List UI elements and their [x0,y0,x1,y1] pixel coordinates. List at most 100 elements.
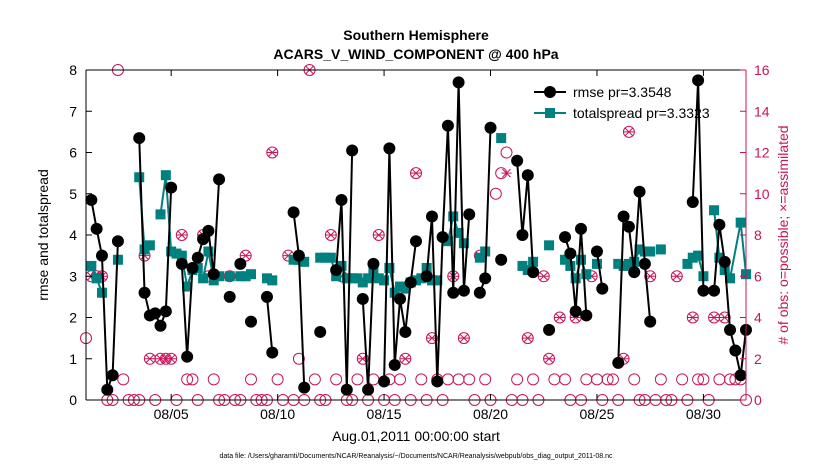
obs-possible-marker [644,270,657,283]
obs-possible-marker [601,373,614,386]
totalspread-point [91,273,102,284]
obs-possible-marker [410,167,422,180]
totalspread-point [331,271,342,282]
y-tick-label: 4 [69,227,77,243]
rmse-point [420,270,433,283]
data-file-footnote: data file: /Users/gharamti/Documents/NCA… [219,453,613,460]
series-line [335,150,354,390]
y-tick-label-right: 12 [754,145,770,161]
obs-possible-marker [292,352,305,365]
totalspread-point [134,172,145,183]
rmse-point [479,272,492,285]
rmse-point [245,315,257,328]
y-tick-label: 2 [69,310,77,326]
totalspread-point [496,133,507,144]
obs-possible-marker [622,125,635,138]
rmse-point [734,369,747,382]
rmse-point [181,350,194,363]
totalspread-point [299,256,310,267]
obs-assimilated-marker [671,271,683,281]
totalspread-point [474,252,485,263]
totalspread-point [352,273,363,284]
x-tick-label: 08/15 [367,406,402,422]
y-tick-label: 5 [69,186,77,202]
totalspread-point [576,254,586,265]
rmse-point [111,235,124,248]
rmse-point [516,229,529,241]
rmse-point [628,266,641,279]
rmse-point [724,323,737,336]
rmse-point [133,132,146,145]
rmse-point [441,119,454,132]
totalspread-point [400,283,411,294]
totalspread-point [735,217,746,228]
rmse-point [287,206,300,219]
obs-possible-marker [457,332,470,345]
totalspread-point [155,209,166,220]
obs-possible-marker [175,229,188,241]
chart-title-line-1: Southern Hemisphere [343,27,489,43]
obs-possible-marker [308,373,321,386]
obs-assimilated-marker [687,313,698,322]
totalspread-point [432,275,443,286]
totalspread-point [336,260,347,271]
series-line [265,296,274,353]
totalspread-point [687,252,698,263]
legend-rmse-label: rmse pr=3.3548 [573,84,672,100]
obs-possible-marker [511,373,524,386]
totalspread-point [453,227,464,238]
totalspread-point [224,271,235,282]
totalspread-point [235,271,246,282]
obs-possible-marker [372,229,385,241]
series-line [180,179,221,357]
rmse-point [149,307,162,320]
rmse-point [590,245,603,258]
totalspread-point [544,240,555,251]
rmse-point [202,224,215,237]
rmse-point [527,266,540,279]
obs-possible-marker [628,373,641,386]
y-tick-label: 8 [69,62,77,78]
rmse-point [399,325,412,338]
totalspread-point [623,258,634,269]
rmse-point [292,249,305,262]
rmse-point [447,286,460,299]
totalspread-point [373,273,384,284]
totalspread-point [288,254,299,265]
rmse-point [106,369,119,382]
totalspread-point [458,238,469,249]
totalspread-point [166,246,177,257]
totalspread-point [261,273,272,284]
y-axis-label: rmse and totalspread [35,169,51,301]
rmse-point [692,74,705,87]
obs-possible-marker [356,352,369,365]
rmse-point [569,305,582,318]
totalspread-point [581,269,592,280]
rmse-point [175,257,188,270]
totalspread-point [613,258,624,269]
rmse-point [223,290,236,303]
totalspread-point [341,273,352,284]
totalspread-point [325,252,336,263]
obs-possible-marker [697,373,710,386]
x-tick-label: 08/25 [579,406,614,422]
rmse-point [521,169,534,182]
y-tick-label: 1 [69,351,77,367]
totalspread-point [709,205,720,216]
rmse-point [575,222,587,235]
obs-possible-marker [399,352,412,365]
totalspread-point [389,287,400,298]
rmse-point [138,286,151,299]
rmse-point [457,284,470,297]
obs-possible-marker [463,373,476,386]
rmse-point [729,344,742,357]
totalspread-point [725,273,736,284]
rmse-point [90,222,103,235]
rmse-point [330,264,343,277]
totalspread-point [139,244,150,255]
obs-possible-marker [527,373,540,386]
obs-assimilated-marker [165,354,177,364]
rmse-point [638,257,651,270]
rmse-point [394,292,407,305]
totalspread-point [347,273,358,284]
